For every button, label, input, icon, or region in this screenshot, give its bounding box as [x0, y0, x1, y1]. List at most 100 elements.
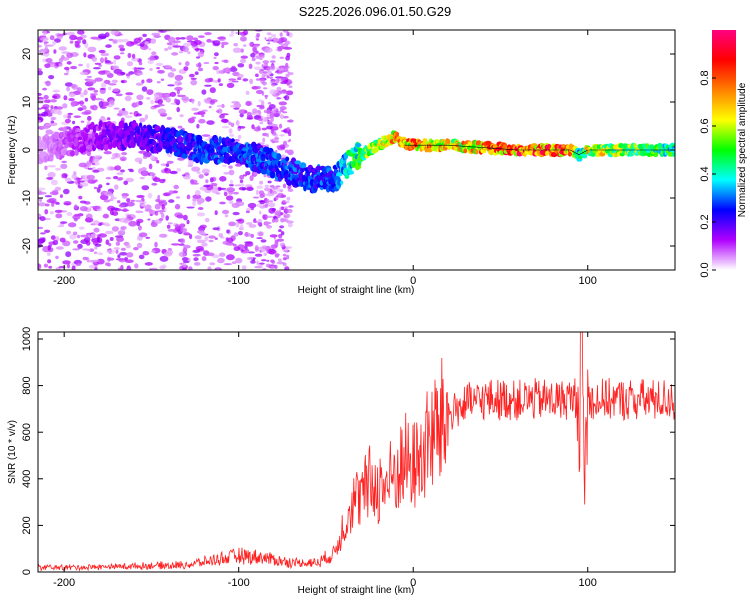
spectrogram-noise-blob: [112, 88, 120, 93]
spectrogram-noise-blob: [274, 264, 278, 269]
spectrogram-x-ticks: -200 -100 0 100: [53, 30, 597, 287]
spectrogram-noise-blob: [271, 131, 277, 136]
spectrogram-noise-blob: [204, 217, 210, 223]
spectrogram-noise-blob: [192, 116, 197, 119]
spectrogram-noise-blob: [78, 226, 85, 230]
spectrogram-noise-blob: [275, 78, 280, 84]
spectrogram-noise-blob: [278, 67, 285, 72]
spectrogram-ridge-blob: [99, 143, 105, 151]
spectrogram-noise-blob: [58, 46, 67, 51]
spectrogram-ridge-blob: [118, 120, 126, 129]
snr-y-ticks: 0 200 400 600 800 1000: [21, 327, 675, 575]
spectrogram-noise-blob: [206, 38, 212, 43]
spectrogram-noise-blob: [52, 239, 59, 246]
spectrogram-noise-blob: [174, 98, 178, 104]
spectrogram-noise-blob: [274, 196, 279, 201]
spectrogram-noise-blob: [50, 99, 57, 103]
spectrogram-noise-blob: [87, 46, 97, 53]
spectrogram-noise-blob: [167, 222, 173, 225]
spectrogram-noise-blob: [64, 118, 71, 124]
spectrogram-noise-blob: [165, 97, 171, 103]
spectrogram-noise-blob: [212, 40, 221, 46]
spectrogram-noise-blob: [266, 224, 272, 229]
spectrogram-noise-blob: [85, 217, 92, 223]
spectrogram-noise-blob: [133, 247, 139, 251]
spectrogram-noise-blob: [286, 95, 289, 99]
spectrogram-noise-blob: [157, 194, 161, 201]
spectrogram-noise-blob: [155, 92, 163, 96]
spectrogram-noise-blob: [221, 125, 230, 129]
spectrogram-noise-blob: [38, 68, 42, 71]
spectrogram-noise-blob: [125, 177, 134, 183]
spectrogram-noise-blob: [256, 125, 261, 131]
spectrogram-noise-blob: [93, 67, 101, 70]
spectrogram-ridge-blob: [315, 165, 322, 171]
spectrogram-noise-blob: [176, 168, 182, 172]
spectrogram-noise-blob: [113, 107, 120, 110]
spectrogram-ridge-blob: [225, 152, 230, 160]
spectrogram-noise-blob: [244, 110, 248, 114]
spectrogram-y-tick-label: -10: [21, 190, 33, 206]
spectrogram-noise-blob: [44, 45, 48, 52]
colorbar-tick-label: 0.8: [699, 70, 711, 85]
spectrogram-noise-blob: [239, 179, 244, 183]
spectrogram-noise-blob: [229, 184, 234, 187]
spectrogram-noise-blob: [119, 47, 126, 52]
spectrogram-noise-blob: [171, 243, 180, 246]
spectrogram-noise-blob: [266, 133, 269, 138]
spectrogram-noise-blob: [226, 187, 236, 193]
spectrogram-noise-blob: [198, 35, 205, 38]
spectrogram-noise-blob: [197, 202, 202, 205]
spectrogram-noise-blob: [188, 266, 193, 270]
spectrogram-noise-blob: [233, 107, 240, 110]
spectrogram-noise-blob: [79, 92, 85, 98]
spectrogram-noise-blob: [247, 202, 257, 209]
spectrogram-noise-blob: [151, 219, 156, 225]
spectrogram-noise-blob: [94, 267, 98, 270]
spectrogram-noise-blob: [219, 252, 226, 257]
spectrogram-noise-blob: [235, 257, 243, 264]
spectrogram-noise-blob: [158, 218, 164, 221]
spectrogram-noise-blob: [147, 218, 151, 221]
spectrogram-noise-blob: [251, 57, 256, 62]
spectrogram-noise-blob: [38, 44, 42, 48]
snr-series-line: [38, 332, 675, 572]
spectrogram-noise-blob: [111, 65, 118, 70]
spectrogram-noise-blob: [279, 189, 284, 193]
spectrogram-noise-blob: [245, 210, 250, 214]
spectrogram-noise-blob: [120, 80, 125, 83]
spectrogram-noise-blob: [182, 46, 189, 53]
spectrogram-noise-blob: [237, 77, 242, 80]
snr-x-label: Height of straight line (km): [298, 585, 415, 596]
spectrogram-noise-blob: [136, 67, 145, 70]
spectrogram-noise-blob: [268, 104, 276, 110]
spectrogram-noise-blob: [38, 98, 45, 104]
spectrogram-noise-blob: [78, 30, 83, 34]
spectrogram-noise-blob: [137, 72, 144, 76]
spectrogram-noise-blob: [232, 211, 240, 216]
spectrogram-noise-blob: [182, 267, 187, 270]
spectrogram-ridge-blob: [94, 132, 99, 139]
spectrogram-noise-blob: [217, 78, 221, 83]
spectrogram-noise-blob: [196, 56, 200, 59]
spectrogram-noise-blob: [267, 180, 272, 184]
spectrogram-noise-blob: [49, 35, 55, 41]
spectrogram-noise-blob: [167, 72, 175, 78]
spectrogram-noise-blob: [183, 66, 189, 71]
spectrogram-noise-blob: [105, 230, 114, 235]
spectrogram-noise-blob: [87, 87, 96, 91]
spectrogram-ridge-blob: [446, 139, 451, 144]
spectrogram-noise-blob: [96, 258, 105, 265]
spectrogram-noise-blob: [68, 97, 75, 102]
spectrogram-noise-blob: [252, 108, 258, 114]
spectrogram-noise-blob: [287, 184, 292, 189]
spectrogram-noise-blob: [282, 262, 287, 267]
spectrogram-noise-blob: [136, 218, 144, 224]
spectrogram-noise-blob: [63, 95, 68, 101]
spectrogram-noise-blob: [105, 60, 111, 63]
spectrogram-noise-blob: [99, 87, 107, 90]
spectrogram-noise-blob: [98, 64, 102, 67]
snr-x-tick-label: -100: [228, 577, 250, 589]
spectrogram-noise-blob: [136, 94, 144, 101]
spectrogram-ridge-blob: [474, 149, 479, 155]
